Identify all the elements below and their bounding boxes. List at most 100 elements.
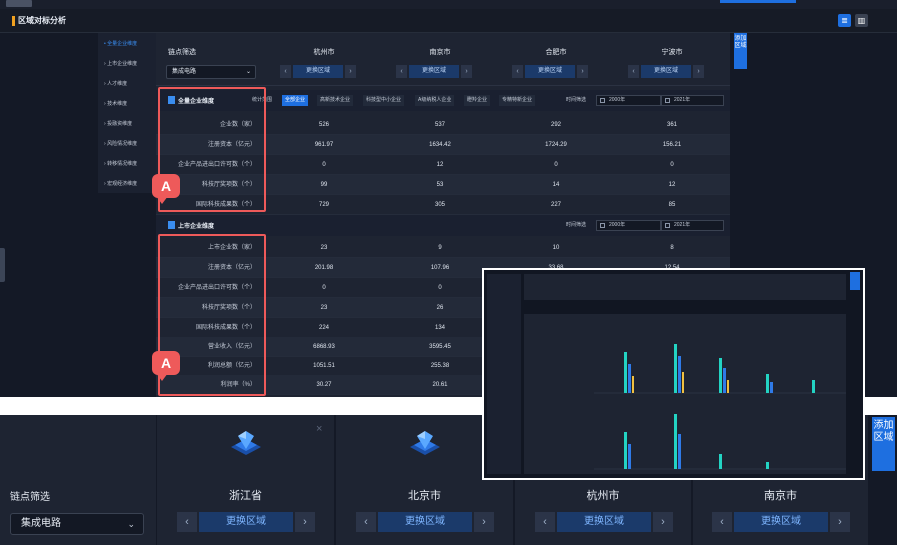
sidebar-item-label: 技术维度	[107, 101, 128, 107]
change-region-button[interactable]: 更换区域	[378, 512, 472, 532]
date-from-field[interactable]: 2000年	[596, 220, 661, 231]
next-region-button[interactable]: ›	[474, 512, 494, 532]
date-to-field[interactable]: 2021年	[661, 220, 724, 231]
add-region-button[interactable]: 添加区域	[734, 33, 747, 69]
prev-region-button[interactable]: ‹	[535, 512, 555, 532]
close-icon[interactable]: ×	[316, 423, 323, 435]
region-name: 北京市	[408, 490, 441, 502]
cell-value: 23	[320, 245, 328, 251]
change-region-button[interactable]: 更换区域	[293, 65, 343, 78]
date-to-value: 2021年	[674, 97, 691, 103]
cell-value: 1051.51	[313, 363, 335, 369]
change-region-button[interactable]: 更换区域	[199, 512, 293, 532]
prev-region-button[interactable]: ‹	[177, 512, 197, 532]
sidebar-item-macro[interactable]: › 宏观经济维度	[104, 181, 138, 187]
sidebar-item-all[interactable]: • 全量企业维度	[104, 41, 138, 47]
region-changer: ‹ 更换区域 ›	[280, 65, 356, 78]
highlight-box-all	[158, 87, 266, 212]
date-from-field[interactable]: 2000年	[596, 95, 661, 106]
next-region-button[interactable]: ›	[693, 65, 704, 78]
sidebar-item-label: 全量企业维度	[107, 41, 138, 47]
section-title: 上市企业维度	[178, 224, 215, 230]
section-header-listed: 上市企业维度 时间筛选 2000年 2021年	[156, 215, 730, 236]
chip-a-taxpayer[interactable]: A级纳税人企业	[415, 95, 455, 106]
sidebar-item-risk[interactable]: › 风险情况维度	[104, 141, 138, 147]
chip-hightech[interactable]: 高新技术企业	[317, 95, 354, 106]
chart-view-icon[interactable]: ▥	[855, 14, 868, 27]
region-name: 浙江省	[229, 490, 262, 502]
list-view-icon[interactable]: ≣	[838, 14, 851, 27]
region-changer: ‹ 更换区域 ›	[177, 512, 315, 532]
change-region-button[interactable]: 更换区域	[734, 512, 828, 532]
chip-specialized[interactable]: 专精特新企业	[499, 95, 536, 106]
thumb-bar-charts	[594, 344, 846, 470]
change-region-button[interactable]: 更换区域	[525, 65, 575, 78]
calendar-icon	[665, 223, 670, 228]
cell-value: 99	[320, 182, 328, 188]
cell-value: 201.98	[314, 265, 334, 271]
change-region-button[interactable]: 更换区域	[641, 65, 691, 78]
next-region-button[interactable]: ›	[577, 65, 588, 78]
row-label: 企业产品进出口许可数（个）	[177, 285, 256, 291]
table-row: 企业产品进出口许可数（个） 0 0	[156, 278, 730, 298]
thumb-chart-area	[524, 314, 846, 474]
dimension-sidebar: • 全量企业维度 › 上市企业维度 › 人才维度 › 技术维度 › 投融资维度 …	[98, 33, 156, 193]
cell-value: 14	[552, 182, 560, 188]
calendar-icon	[600, 98, 605, 103]
sidebar-item-talent[interactable]: › 人才维度	[104, 81, 128, 87]
region-gem-icon	[410, 431, 440, 455]
sidebar-item-finance[interactable]: › 投融资维度	[104, 121, 133, 127]
top-bar	[0, 0, 897, 9]
chain-select-value: 集成电路	[21, 518, 61, 529]
row-label: 利润总额（亿元）	[207, 363, 256, 369]
prev-region-button[interactable]: ‹	[712, 512, 732, 532]
row-label: 利润率（%）	[220, 382, 256, 388]
prev-region-button[interactable]: ‹	[280, 65, 291, 78]
next-region-button[interactable]: ›	[461, 65, 472, 78]
prev-region-button[interactable]: ‹	[628, 65, 639, 78]
cell-value: 20.61	[432, 382, 448, 388]
change-region-button[interactable]: 更换区域	[557, 512, 651, 532]
next-region-button[interactable]: ›	[295, 512, 315, 532]
sidebar-item-listed[interactable]: › 上市企业维度	[104, 61, 138, 67]
sidebar-item-transfer[interactable]: › 转移情况维度	[104, 161, 138, 167]
brand-logo	[6, 0, 32, 7]
top-control[interactable]	[720, 0, 796, 3]
chain-select[interactable]: 集成电路 ⌄	[166, 65, 256, 79]
region-changer: ‹ 更换区域 ›	[628, 65, 704, 78]
prev-region-button[interactable]: ‹	[512, 65, 523, 78]
date-to-value: 2021年	[674, 222, 691, 228]
add-region-button[interactable]: 添加区域	[872, 417, 895, 471]
prev-region-button[interactable]: ‹	[356, 512, 376, 532]
region-changer: ‹ 更换区域 ›	[512, 65, 588, 78]
sidebar-item-tech[interactable]: › 技术维度	[104, 101, 128, 107]
cell-value: 0	[554, 162, 558, 168]
stat-range-label: 统计范围	[252, 97, 273, 103]
next-region-button[interactable]: ›	[830, 512, 850, 532]
prev-region-button[interactable]: ‹	[396, 65, 407, 78]
chip-all[interactable]: 全部企业	[282, 95, 309, 106]
cell-value: 729	[318, 202, 329, 208]
section-header-all: 全量企业维度 统计范围 全部企业 高新技术企业 科技型中小企业 A级纳税人企业 …	[156, 90, 730, 111]
chain-select[interactable]: 集成电路 ⌄	[10, 513, 144, 535]
chip-gazelle[interactable]: 瞪羚企业	[464, 95, 491, 106]
thumb-header	[524, 274, 846, 300]
cell-value: 224	[318, 325, 329, 331]
chevron-down-icon: ⌄	[127, 519, 135, 529]
row-label: 注册资本（亿元）	[207, 265, 256, 271]
table-row: 企业数（家） 526 537 292 361	[156, 115, 730, 135]
time-filter-label: 时间筛选	[566, 222, 587, 228]
date-to-field[interactable]: 2021年	[661, 95, 724, 106]
next-region-button[interactable]: ›	[653, 512, 673, 532]
table-row: 注册资本（亿元） 961.97 1634.42 1724.29 156.21	[156, 135, 730, 155]
cell-value: 26	[436, 305, 444, 311]
change-region-button[interactable]: 更换区域	[409, 65, 459, 78]
row-label: 国际科技成果数（个）	[195, 202, 256, 208]
cell-value: 12	[436, 162, 444, 168]
page-header: 区域对标分析 ≣ ▥	[0, 9, 897, 33]
thumb-sidebar	[487, 274, 521, 474]
next-region-button[interactable]: ›	[345, 65, 356, 78]
chip-sme[interactable]: 科技型中小企业	[363, 95, 405, 106]
document-icon	[168, 221, 175, 229]
collapse-handle[interactable]	[0, 248, 5, 282]
